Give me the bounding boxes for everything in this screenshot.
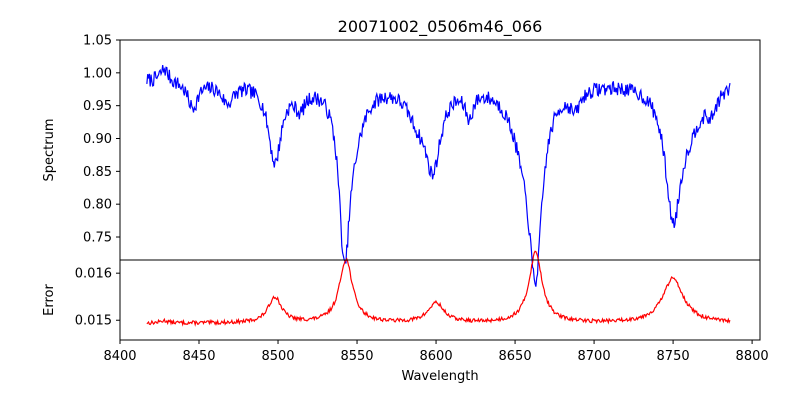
- spectrum-y-tick-label: 0.80: [83, 198, 112, 213]
- spectrum-y-tick-label: 1.05: [83, 34, 112, 49]
- error-y-tick-label: 0.015: [75, 314, 112, 329]
- x-tick-label: 8550: [340, 349, 373, 364]
- error-y-axis-label: Error: [42, 284, 57, 316]
- error-plot-area: [146, 250, 731, 327]
- x-tick-label: 8600: [420, 349, 453, 364]
- spectrum-y-axis-label: Spectrum: [42, 119, 57, 182]
- spectrum-y-tick-label: 0.85: [83, 165, 112, 180]
- error-y-ticks: 0.015 0.016: [75, 267, 120, 329]
- x-tick-label: 8500: [261, 349, 294, 364]
- spectrum-axes-frame: [119, 39, 761, 261]
- spectrum-y-tick-label: 0.95: [83, 99, 112, 114]
- x-tick-label: 8400: [103, 349, 136, 364]
- spectrum-y-tick-label: 0.90: [83, 132, 112, 147]
- error-panel: Error 0.015 0.016 8400 8450 8500 8550 8600 865…: [42, 250, 769, 384]
- spectrum-panel: 20071002_0506m46_066 Spectrum 0.750.800.…: [42, 17, 761, 287]
- spectrum-y-tick-label: 0.75: [83, 231, 112, 246]
- x-axis-label: Wavelength: [401, 369, 478, 384]
- chart-title: 20071002_0506m46_066: [338, 17, 543, 37]
- spectrum-y-tick-label: 1.00: [83, 66, 112, 81]
- spectrum-y-ticks: 0.75 0.80 0.85 0.90 0.95 1.00 1.05: [83, 34, 120, 246]
- x-tick-label: 8650: [499, 349, 532, 364]
- spectrum-plot-area: [146, 65, 731, 287]
- x-tick-label: 8800: [736, 349, 769, 364]
- error-y-tick-label: 0.016: [75, 267, 112, 282]
- error-series-line: [146, 250, 731, 327]
- x-ticks: 8400 8450 8500 8550 8600 8650 8700 8750 8800: [103, 340, 769, 364]
- error-axes-frame: [119, 259, 761, 341]
- x-tick-label: 8450: [182, 349, 215, 364]
- x-tick-label: 8750: [657, 349, 690, 364]
- x-tick-label: 8700: [578, 349, 611, 364]
- spectrum-series-line: [146, 65, 731, 287]
